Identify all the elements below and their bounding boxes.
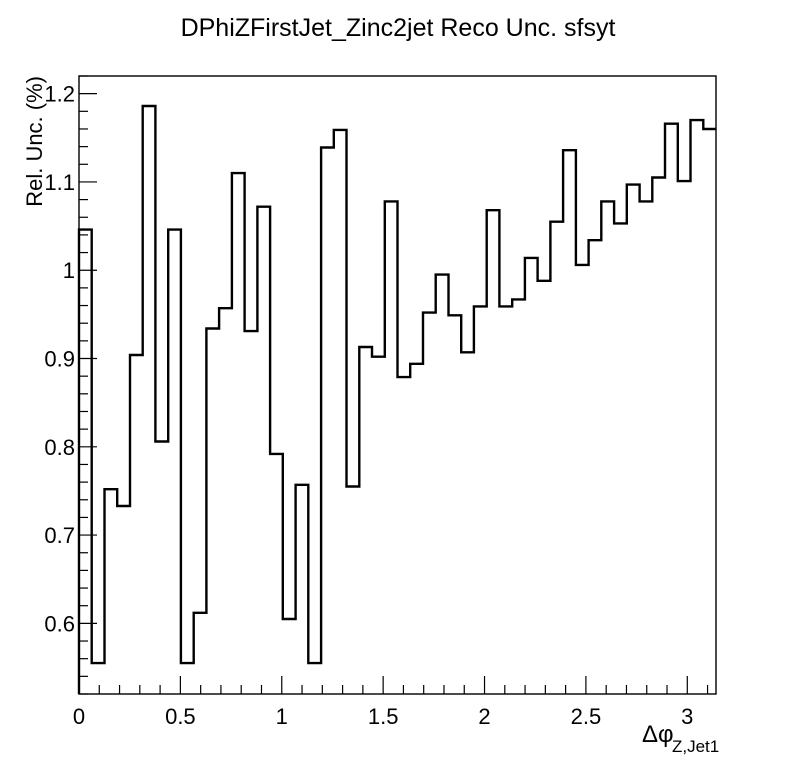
- labels-layer: 0 0.5 1 1.5 2 2.5 3 0.6 0.7 0.8 0.9 1 1.1 1.2: [44, 82, 693, 729]
- y-tick-label: 0.8: [44, 435, 75, 460]
- y-tick-label: 1: [63, 258, 75, 283]
- x-axis-title-sub: Z,Jet1: [672, 737, 719, 756]
- ticks-layer: [78, 75, 709, 695]
- x-tick-label: 0: [73, 704, 85, 729]
- x-tick-label: 0.5: [165, 704, 196, 729]
- x-tick-label: 2.5: [571, 704, 602, 729]
- x-axis-title-main: Δφ: [642, 721, 674, 748]
- x-tick-label: 2: [478, 704, 490, 729]
- y-tick-label: 1.1: [44, 170, 75, 195]
- chart-title: DPhiZFirstJet_Zinc2jet Reco Unc. sfsyt: [180, 14, 616, 42]
- x-tick-label: 1.5: [368, 704, 399, 729]
- y-tick-label: 0.6: [44, 611, 75, 636]
- x-tick-label: 1: [276, 704, 288, 729]
- plot-frame: [78, 75, 717, 695]
- y-tick-label: 1.2: [44, 82, 75, 107]
- y-tick-label: 0.7: [44, 523, 75, 548]
- x-tick-label: 3: [681, 704, 693, 729]
- y-axis-title: Rel. Unc. (%): [22, 76, 47, 207]
- histogram-line: [77, 104, 716, 694]
- y-tick-label: 0.9: [44, 347, 75, 372]
